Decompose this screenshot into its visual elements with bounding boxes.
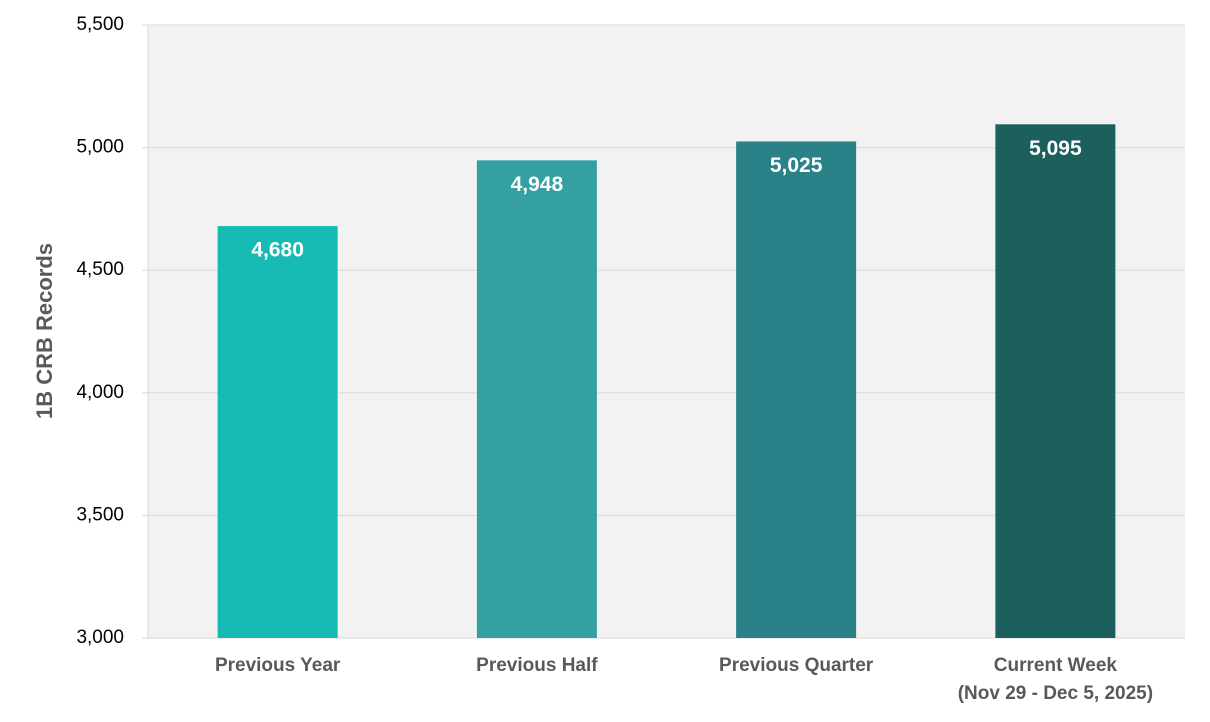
y-tick-label: 5,000	[76, 137, 124, 158]
y-tick-label: 4,000	[76, 382, 124, 403]
value-label: 4,948	[511, 173, 564, 196]
x-tick-label: Current Week (Nov 29 - Dec 5, 2025)	[957, 655, 1154, 704]
x-tick-label: Previous Half	[476, 655, 598, 676]
y-tick-label: 5,500	[76, 14, 124, 35]
y-tick-label: 3,000	[76, 627, 124, 648]
x-tick-label: Previous Quarter	[719, 655, 874, 676]
bar	[476, 160, 597, 638]
bar	[736, 141, 857, 638]
y-tick-label: 4,500	[76, 259, 124, 280]
x-tick-label: Previous Year	[214, 655, 341, 676]
bar	[217, 226, 338, 638]
bar	[995, 124, 1116, 638]
y-axis-title: 1B CRB Records	[32, 243, 57, 419]
value-label: 4,680	[251, 239, 304, 262]
value-label: 5,095	[1029, 137, 1082, 160]
y-tick-label: 3,500	[76, 504, 124, 525]
value-label: 5,025	[770, 154, 823, 177]
